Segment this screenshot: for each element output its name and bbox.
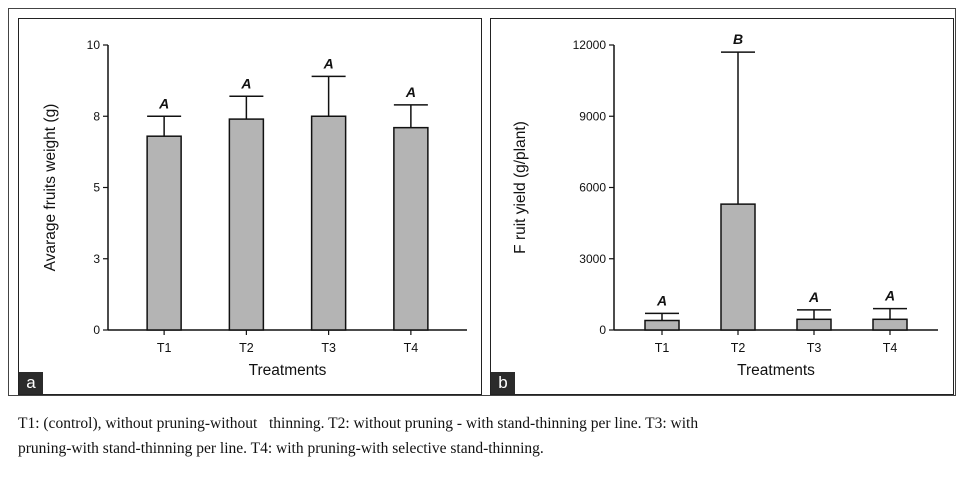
chart-b-x-axis-label: Treatments bbox=[737, 362, 815, 379]
caption-line-2: pruning-with stand-thinning per line. T4… bbox=[18, 440, 544, 457]
chart-b-x-tick-label: T4 bbox=[883, 341, 898, 355]
panel-label-b: b bbox=[491, 372, 515, 394]
chart-a-bar bbox=[393, 126, 429, 331]
chart-b-y-tick-label: 12000 bbox=[573, 38, 607, 52]
chart-b-x-tick-label: T3 bbox=[807, 341, 822, 355]
chart-b: 0 3000 6000 9000 12000 T1 A T2 B T3 A T4 A Treatments… bbox=[512, 31, 938, 379]
chart-a-y-tick-label: 0 bbox=[93, 323, 100, 337]
chart-b-y-tick-label: 3000 bbox=[579, 252, 606, 266]
chart-b-significance-letter: A bbox=[884, 288, 895, 304]
panel-label-a: a bbox=[19, 372, 43, 394]
chart-a-x-axis-label: Treatments bbox=[249, 362, 327, 379]
chart-a-x-tick-label: T2 bbox=[239, 341, 254, 355]
chart-b-x-tick-label: T1 bbox=[655, 341, 670, 355]
chart-a-bar bbox=[146, 135, 182, 331]
chart-b-y-tick-label: 0 bbox=[599, 323, 606, 337]
chart-b-significance-letter: A bbox=[808, 289, 819, 305]
chart-b-significance-letter: A bbox=[656, 292, 667, 308]
chart-a-y-tick-label: 5 bbox=[93, 181, 100, 195]
chart-b-y-tick-label: 9000 bbox=[579, 109, 606, 123]
chart-b-y-axis-label: F ruit yield (g/plant) bbox=[512, 121, 529, 254]
chart-b-x-tick-label: T2 bbox=[731, 341, 746, 355]
chart-b-significance-letter: B bbox=[733, 31, 743, 47]
panel-a: 0 3 5 8 10 T1 A T2 A T3 A T4 A Treatments Avarage frui… bbox=[18, 18, 482, 395]
chart-a-significance-letter: A bbox=[240, 75, 251, 91]
chart-b-y-tick-label: 6000 bbox=[579, 181, 606, 195]
chart-a-y-tick-label: 8 bbox=[93, 109, 100, 123]
chart-b-bar bbox=[872, 318, 908, 331]
chart-a: 0 3 5 8 10 T1 A T2 A T3 A T4 A Treatments Avarage frui… bbox=[42, 38, 467, 379]
chart-a-y-axis-label: Avarage fruits weight (g) bbox=[42, 104, 59, 272]
chart-a-x-tick-label: T1 bbox=[157, 341, 172, 355]
chart-a-significance-letter: A bbox=[323, 55, 334, 71]
chart-b-bar bbox=[644, 319, 680, 331]
chart-b-bar bbox=[720, 203, 756, 331]
chart-a-y-tick-label: 10 bbox=[87, 38, 101, 52]
caption-line-1: T1: (control), without pruning-without t… bbox=[18, 415, 699, 432]
figure-caption: T1: (control), without pruning-without t… bbox=[18, 411, 958, 461]
chart-a-bar bbox=[310, 115, 347, 331]
chart-a-significance-letter: A bbox=[158, 95, 169, 111]
chart-a-x-tick-label: T4 bbox=[404, 341, 419, 355]
panel-b: 0 3000 6000 9000 12000 T1 A T2 B T3 A T4 A Treatments… bbox=[490, 18, 954, 395]
chart-a-significance-letter: A bbox=[405, 84, 416, 100]
chart-a-x-tick-label: T3 bbox=[321, 341, 336, 355]
chart-b-bar bbox=[796, 318, 832, 331]
chart-a-bar bbox=[228, 118, 265, 331]
chart-a-y-tick-label: 3 bbox=[93, 252, 100, 266]
